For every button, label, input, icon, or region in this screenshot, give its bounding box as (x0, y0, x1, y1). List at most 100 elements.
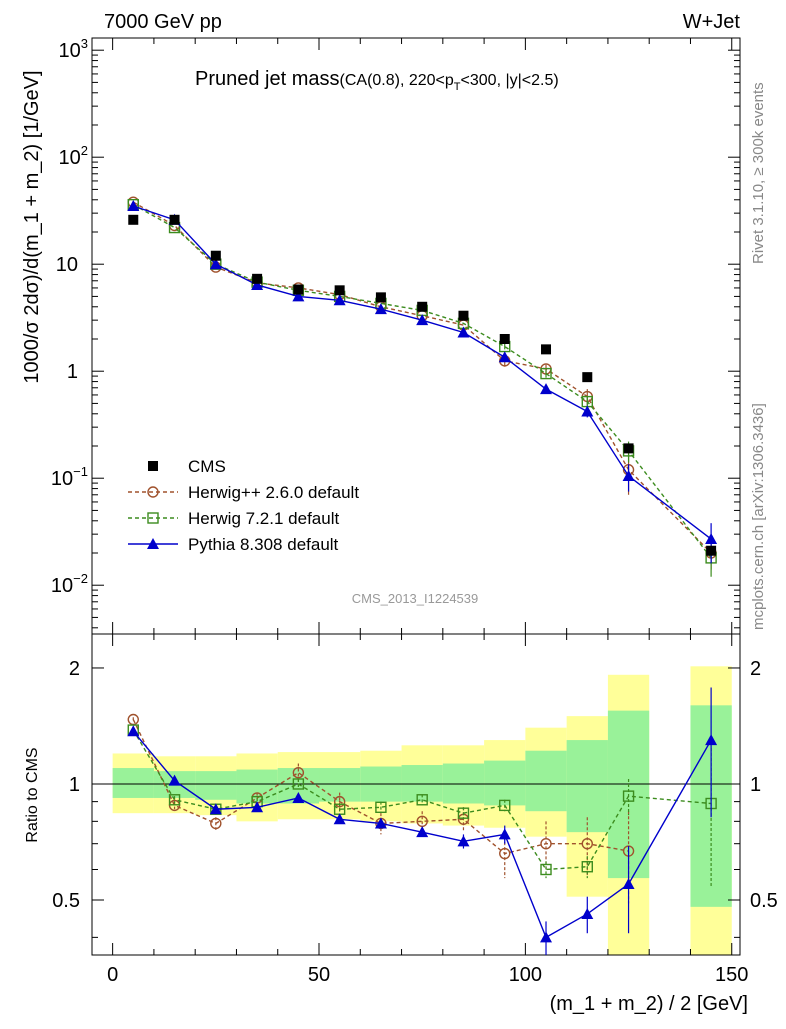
y-axis-label-main: 1000/σ 2dσ)/d(m_1 + m_2) [1/GeV] (21, 70, 43, 383)
data-point-cms (210, 250, 221, 261)
data-point-pythia (457, 326, 470, 338)
main-y-tick-label: 10−1 (51, 464, 88, 490)
series-line-pythia (133, 205, 712, 540)
x-tick-label: 150 (715, 964, 748, 986)
data-point-pythia (127, 199, 140, 211)
data-point-pythia (416, 314, 429, 326)
ratio-point-pythia (581, 907, 594, 919)
data-point-pythia (622, 469, 635, 481)
ratio-band-inner (566, 740, 608, 833)
main-y-tick-label: 103 (59, 36, 88, 62)
ratio-point-pythia (498, 828, 511, 840)
ratio-point-pythia (705, 734, 718, 746)
ratio-point-pythia (540, 931, 553, 943)
ratio-panel: 0.5 0.5 1 1 2 2 0 50 100 150 (52, 633, 778, 986)
data-point-pythia (498, 351, 511, 363)
main-y-tick-label: 102 (59, 143, 88, 169)
data-point-cms (128, 214, 139, 225)
data-point-cms (375, 292, 386, 303)
legend-marker-pythia (147, 538, 159, 549)
legend-label-cms: CMS (188, 457, 226, 476)
x-tick-label: 0 (107, 964, 118, 986)
main-y-tick-label: 10 (56, 254, 78, 276)
legend-marker-herwig7 (147, 512, 159, 524)
ratio-point-herwig7 (622, 790, 635, 802)
legend-marker-herwigpp (147, 486, 159, 498)
legend-label-herwigpp: Herwig++ 2.6.0 default (188, 483, 359, 502)
ratio-line-pythia (132, 730, 712, 939)
ratio-point-herwigpp (540, 837, 552, 850)
data-point-cms (252, 273, 263, 284)
data-point-cms (623, 443, 634, 454)
ratio-y-tick-label: 2 (69, 658, 80, 680)
ratio-point-pythia (622, 878, 635, 890)
ratio-y-tick-label: 1 (69, 774, 80, 796)
ratio-point-herwigpp (581, 837, 593, 850)
y-axis-label-ratio: Ratio to CMS (24, 747, 41, 842)
data-point-pythia (251, 278, 264, 290)
analysis-watermark: CMS_2013_I1224539 (352, 591, 479, 606)
ratio-plot-frame (91, 633, 741, 956)
ratio-point-herwigpp (333, 795, 346, 808)
ratio-band-inner (484, 760, 526, 806)
legend: CMS Herwig++ 2.6.0 default Herwig 7.2.1 de… (128, 457, 359, 554)
ratio-point-herwig7 (292, 778, 305, 790)
header-left: 7000 GeV pp (104, 11, 222, 33)
data-point-cms (706, 545, 717, 556)
ratio-point-pythia (209, 803, 222, 815)
ratio-point-herwig7 (499, 799, 511, 812)
ratio-series-layer (127, 687, 718, 955)
data-point-pythia (209, 258, 222, 270)
legend-label-herwig7: Herwig 7.2.1 default (188, 509, 339, 528)
main-series-layer (127, 196, 718, 577)
data-point-cms (582, 372, 593, 383)
main-y-tick-label: 1 (67, 361, 78, 383)
data-point-cms (499, 333, 510, 344)
ratio-point-herwig7 (416, 794, 428, 806)
series-line-herwigpp (132, 201, 712, 554)
ratio-point-pythia (251, 801, 264, 813)
data-point-herwig7 (540, 367, 552, 380)
data-point-pythia (374, 303, 387, 315)
ratio-y-tick-label-right: 0.5 (750, 890, 778, 912)
ratio-point-pythia (374, 817, 387, 829)
side-label-bottom: mcplots.cern.ch [arXiv:1306.3436] (750, 403, 767, 630)
ratio-band-inner (112, 768, 154, 798)
ratio-point-herwigpp (210, 817, 222, 830)
ratio-band-inner (525, 750, 567, 812)
ratio-band-inner (195, 771, 237, 800)
chart-title: Pruned jet mass(CA(0.8), 220<pT<300, |y|… (195, 68, 559, 93)
main-y-tick-label: 10−2 (51, 571, 88, 597)
data-point-cms (541, 344, 552, 355)
data-point-cms (169, 214, 180, 225)
data-point-pythia (581, 405, 594, 417)
x-tick-label: 50 (308, 964, 330, 986)
ratio-point-pythia (127, 725, 140, 737)
title-sub-tail: <300, |y|<2.5) (461, 72, 559, 89)
legend-label-pythia: Pythia 8.308 default (188, 535, 339, 554)
data-point-pythia (705, 533, 718, 545)
ratio-point-herwig7 (540, 863, 552, 876)
title-main: Pruned jet mass (195, 68, 340, 90)
data-point-cms (334, 285, 345, 296)
ratio-point-pythia (333, 813, 346, 825)
side-label-top: Rivet 3.1.10, ≥ 300k events (750, 82, 767, 264)
title-sub: (CA(0.8), 220<p (340, 72, 454, 89)
data-point-pythia (540, 383, 553, 395)
data-point-cms (293, 284, 304, 295)
ratio-point-herwig7 (168, 794, 181, 806)
ratio-y-tick-label-right: 2 (750, 658, 761, 680)
ratio-point-herwig7 (457, 807, 470, 819)
x-tick-label: 100 (509, 964, 542, 986)
ratio-y-tick-label-right: 1 (750, 774, 761, 796)
header-right: W+Jet (683, 11, 741, 33)
ratio-point-herwig7 (581, 861, 593, 873)
data-point-cms (417, 301, 428, 312)
legend-marker-cms (148, 461, 158, 471)
ratio-point-herwigpp (499, 847, 511, 860)
ratio-uncertainty-bands (112, 666, 732, 955)
ratio-point-pythia (416, 826, 429, 838)
ratio-point-pythia (457, 835, 470, 847)
ratio-y-tick-label: 0.5 (52, 890, 80, 912)
